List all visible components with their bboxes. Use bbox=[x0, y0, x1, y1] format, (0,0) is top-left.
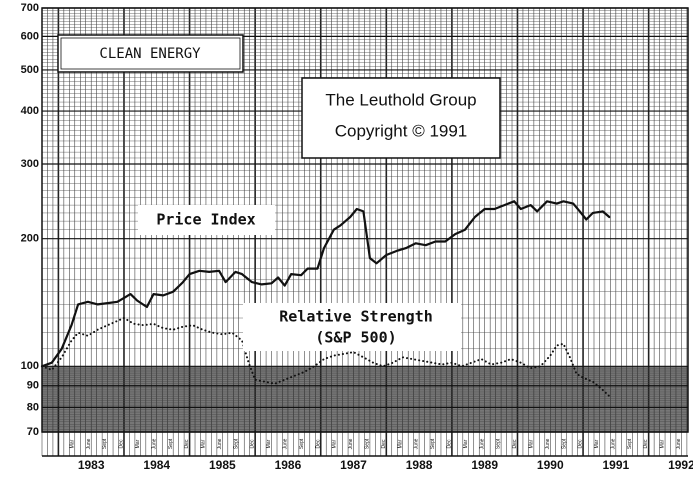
month-label: Sept bbox=[496, 438, 502, 449]
y-tick-label: 90 bbox=[27, 380, 39, 392]
month-label: June bbox=[151, 438, 157, 449]
month-label: Dec bbox=[250, 439, 256, 448]
month-label: June bbox=[414, 438, 420, 449]
copyright-box bbox=[301, 77, 501, 159]
title-box bbox=[57, 34, 244, 73]
month-label: Dec bbox=[512, 439, 518, 448]
month-label: Mar bbox=[266, 439, 272, 448]
x-tick-label: 1992 bbox=[668, 458, 693, 472]
month-label: Mar bbox=[135, 439, 141, 448]
chart-title: CLEAN ENERGY bbox=[99, 46, 201, 62]
y-tick-label: 600 bbox=[21, 30, 39, 42]
y-tick-label: 70 bbox=[27, 426, 39, 438]
month-label: Dec bbox=[578, 439, 584, 448]
month-label: Dec bbox=[119, 439, 125, 448]
month-label: June bbox=[86, 438, 92, 449]
y-tick-label: 500 bbox=[21, 64, 39, 76]
month-label: June bbox=[283, 438, 289, 449]
month-label: Dec bbox=[315, 439, 321, 448]
label-bg bbox=[138, 205, 275, 235]
label-bg bbox=[243, 303, 461, 351]
month-label: Mar bbox=[332, 439, 338, 448]
month-label: Sept bbox=[627, 438, 633, 449]
series-line bbox=[41, 317, 611, 398]
x-tick-label: 1988 bbox=[406, 458, 433, 472]
month-label: Sept bbox=[299, 438, 305, 449]
month-label: June bbox=[610, 438, 616, 449]
y-tick-label: 400 bbox=[21, 105, 39, 117]
month-label: Mar bbox=[528, 439, 534, 448]
series-note: (S&P 500) bbox=[315, 329, 396, 347]
month-label: Mar bbox=[594, 439, 600, 448]
plot-frame bbox=[41, 7, 689, 433]
y-tick-label: 300 bbox=[21, 158, 39, 170]
x-tick-label: 1984 bbox=[143, 458, 170, 472]
month-label: Sept bbox=[102, 438, 108, 449]
marks bbox=[40, 200, 611, 398]
month-label: Sept bbox=[430, 438, 436, 449]
month-label: Dec bbox=[184, 439, 190, 448]
shaded-region bbox=[42, 366, 688, 432]
month-label: Sept bbox=[561, 438, 567, 449]
month-label: Sept bbox=[365, 438, 371, 449]
month-label: Sept bbox=[168, 438, 174, 449]
x-tick-label: 1983 bbox=[78, 458, 105, 472]
title-box-inner bbox=[60, 37, 241, 70]
x-tick-label: 1987 bbox=[340, 458, 367, 472]
x-tick-label: 1985 bbox=[209, 458, 236, 472]
labels: 70 80 90 100 200 300 400 500 600 700 1983 Mar June Se… bbox=[21, 2, 693, 472]
x-tick-label: 1989 bbox=[471, 458, 498, 472]
month-label: Mar bbox=[397, 439, 403, 448]
month-label: Mar bbox=[660, 439, 666, 448]
x-tick-label: 1986 bbox=[275, 458, 302, 472]
month-label: June bbox=[348, 438, 354, 449]
annotation: The Leuthold Group bbox=[325, 90, 476, 109]
series-label: Price Index bbox=[156, 211, 255, 229]
month-label: Mar bbox=[463, 439, 469, 448]
x-tick-label: 1990 bbox=[537, 458, 564, 472]
y-tick-label: 200 bbox=[21, 233, 39, 245]
month-label: Mar bbox=[69, 439, 75, 448]
month-label: Dec bbox=[446, 439, 452, 448]
month-label: June bbox=[545, 438, 551, 449]
month-label: Mar bbox=[201, 439, 207, 448]
annotation: Copyright © 1991 bbox=[335, 121, 468, 140]
month-label: June bbox=[676, 438, 682, 449]
month-label: June bbox=[217, 438, 223, 449]
series-label: Relative Strength bbox=[279, 308, 433, 326]
month-label: Dec bbox=[381, 439, 387, 448]
series-line bbox=[40, 200, 611, 368]
month-label: June bbox=[479, 438, 485, 449]
y-tick-label: 100 bbox=[21, 360, 39, 372]
y-tick-label: 80 bbox=[27, 401, 39, 413]
month-label: Dec bbox=[643, 439, 649, 448]
x-tick-label: 1991 bbox=[603, 458, 630, 472]
y-tick-label: 700 bbox=[21, 2, 39, 14]
month-label: Sept bbox=[233, 438, 239, 449]
